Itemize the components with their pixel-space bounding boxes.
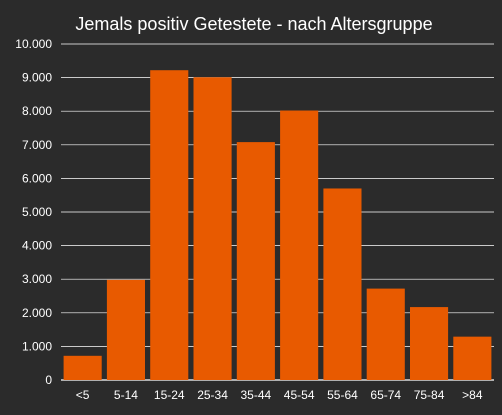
x-tick-label: <5 [76,388,90,402]
x-tick-label: 65-74 [370,388,401,402]
y-tick-label: 4.000 [22,239,52,253]
x-tick-label: 75-84 [414,388,445,402]
y-tick-label: 2.000 [22,306,52,320]
bar [193,77,232,380]
x-tick-label: 15-24 [154,388,185,402]
y-tick-label: 9.000 [22,71,52,85]
y-tick-label: 1.000 [22,339,52,353]
bar [323,188,362,380]
y-tick-label: 8.000 [22,104,52,118]
y-tick-label: 3.000 [22,272,52,286]
chart-title: Jemals positiv Getestete - nach Altersgr… [75,14,432,34]
y-tick-label: 6.000 [22,171,52,185]
x-tick-label: >84 [462,388,483,402]
y-tick-label: 7.000 [22,138,52,152]
bars [63,70,492,380]
x-tick-label: 5-14 [114,388,138,402]
y-axis: 0 1.000 2.000 3.000 4.000 5.000 6.000 7.000 8.00… [15,37,52,387]
bar [236,142,275,380]
bar [280,110,319,380]
bar [106,279,146,380]
x-tick-label: 55-64 [327,388,358,402]
y-tick-label: 5.000 [22,205,52,219]
y-tick-label: 0 [45,373,52,387]
x-tick-label: 45-54 [284,388,315,402]
x-tick-label: 25-34 [197,388,228,402]
bar [409,307,449,380]
bar [453,336,492,380]
y-tick-label: 10.000 [15,37,52,51]
bar [150,70,189,380]
bar [366,288,405,380]
bar [63,355,102,380]
x-axis: <5 5-14 15-24 25-34 35-44 45-54 55-64 65-74 75-8… [76,388,483,402]
x-tick-label: 35-44 [240,388,271,402]
